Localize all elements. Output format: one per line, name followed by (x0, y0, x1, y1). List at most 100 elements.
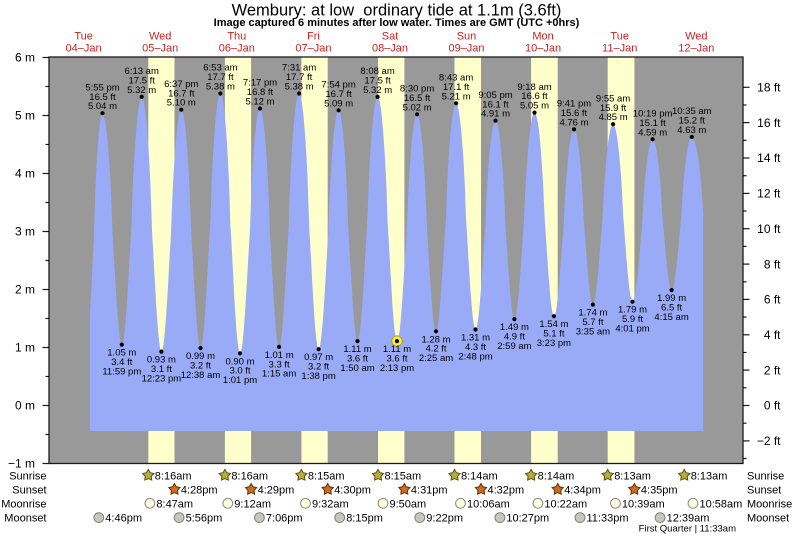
svg-text:0.99 m: 0.99 m (186, 351, 215, 362)
svg-text:−1 m: −1 m (8, 457, 35, 471)
svg-text:16.7 ft: 16.7 ft (168, 88, 195, 99)
svg-text:10:22am: 10:22am (544, 498, 587, 510)
svg-text:Sat: Sat (382, 31, 399, 43)
svg-text:16.5 ft: 16.5 ft (404, 93, 431, 104)
svg-text:8:14am: 8:14am (461, 470, 498, 482)
svg-text:17.5 ft: 17.5 ft (128, 76, 155, 87)
svg-text:5.1 ft: 5.1 ft (543, 329, 564, 340)
svg-text:Image captured 6 minutes after: Image captured 6 minutes after low water… (214, 17, 580, 29)
svg-text:Fri: Fri (307, 31, 320, 43)
svg-text:Wed: Wed (685, 31, 707, 43)
svg-text:9:55 am: 9:55 am (596, 93, 630, 104)
svg-text:3.2 ft: 3.2 ft (308, 362, 329, 373)
svg-text:6 ft: 6 ft (764, 293, 781, 307)
svg-text:1:50 am: 1:50 am (340, 363, 374, 374)
svg-text:10 ft: 10 ft (757, 222, 781, 236)
svg-text:3.0 ft: 3.0 ft (229, 366, 250, 377)
svg-text:First Quarter | 11:33am: First Quarter | 11:33am (639, 524, 736, 535)
svg-text:10:19 pm: 10:19 pm (633, 109, 673, 120)
svg-text:16.8 ft: 16.8 ft (247, 87, 274, 98)
svg-text:17.7 ft: 17.7 ft (286, 72, 313, 83)
svg-text:7:06pm: 7:06pm (266, 513, 303, 525)
svg-text:8:16am: 8:16am (231, 470, 268, 482)
svg-text:Moonrise: Moonrise (1, 498, 46, 510)
svg-text:2:25 am: 2:25 am (419, 353, 453, 364)
svg-text:17.1 ft: 17.1 ft (443, 82, 470, 93)
svg-text:0.93 m: 0.93 m (147, 355, 176, 366)
svg-text:1.74 m: 1.74 m (578, 308, 607, 319)
svg-text:Tue: Tue (610, 31, 629, 43)
svg-text:6:37 pm: 6:37 pm (164, 79, 198, 90)
svg-text:5.7 ft: 5.7 ft (582, 317, 603, 328)
svg-text:2:48 pm: 2:48 pm (458, 351, 492, 362)
svg-text:9:41 pm: 9:41 pm (557, 99, 591, 110)
svg-text:8:13am: 8:13am (691, 470, 728, 482)
svg-text:0.97 m: 0.97 m (304, 352, 333, 363)
svg-text:7:17 pm: 7:17 pm (243, 78, 277, 89)
svg-text:Moonset: Moonset (747, 513, 789, 525)
svg-text:12:38 am: 12:38 am (181, 370, 221, 381)
svg-text:12:39am: 12:39am (667, 513, 710, 525)
svg-text:Sunset: Sunset (12, 484, 46, 496)
svg-text:8:15am: 8:15am (385, 470, 422, 482)
svg-text:1:15 am: 1:15 am (262, 369, 296, 380)
svg-text:1.31 m: 1.31 m (461, 333, 490, 344)
svg-text:5.09 m: 5.09 m (324, 98, 353, 109)
svg-text:3.4 ft: 3.4 ft (111, 357, 132, 368)
svg-text:4.76 m: 4.76 m (559, 117, 588, 128)
svg-text:6.5 ft: 6.5 ft (661, 303, 682, 314)
svg-text:8:13am: 8:13am (614, 470, 651, 482)
svg-text:3.6 ft: 3.6 ft (347, 354, 368, 365)
svg-text:4:34pm: 4:34pm (564, 484, 601, 496)
svg-text:3.3 ft: 3.3 ft (269, 359, 290, 370)
svg-text:9:05 pm: 9:05 pm (478, 90, 512, 101)
svg-text:10:58am: 10:58am (700, 498, 743, 510)
svg-text:2 ft: 2 ft (764, 363, 781, 377)
svg-text:18 ft: 18 ft (757, 81, 781, 95)
svg-text:2 m: 2 m (15, 283, 35, 297)
svg-text:4 ft: 4 ft (764, 328, 781, 342)
svg-text:0.90 m: 0.90 m (225, 356, 254, 367)
svg-text:5.10 m: 5.10 m (167, 98, 196, 109)
svg-text:10:27pm: 10:27pm (506, 513, 549, 525)
svg-text:4.3 ft: 4.3 ft (465, 342, 486, 353)
svg-text:16 ft: 16 ft (757, 116, 781, 130)
svg-text:10:35 am: 10:35 am (672, 106, 712, 117)
svg-text:4:29pm: 4:29pm (258, 484, 295, 496)
svg-text:Moonrise: Moonrise (747, 498, 792, 510)
svg-text:4:28pm: 4:28pm (181, 484, 218, 496)
svg-text:16.1 ft: 16.1 ft (482, 99, 509, 110)
svg-text:12 ft: 12 ft (757, 187, 781, 201)
svg-text:15.2 ft: 15.2 ft (679, 116, 706, 127)
svg-text:3:23 pm: 3:23 pm (537, 338, 571, 349)
svg-text:2:59 am: 2:59 am (497, 341, 531, 352)
svg-text:1.99 m: 1.99 m (657, 293, 686, 304)
svg-text:11:59 pm: 11:59 pm (102, 366, 141, 377)
svg-text:Thu: Thu (227, 31, 246, 43)
svg-text:8:08 am: 8:08 am (360, 66, 394, 77)
svg-text:4:01 pm: 4:01 pm (615, 324, 649, 335)
svg-text:5.04 m: 5.04 m (88, 101, 117, 112)
svg-text:1.79 m: 1.79 m (618, 305, 647, 316)
svg-text:07–Jan: 07–Jan (295, 43, 331, 55)
svg-text:10:39am: 10:39am (622, 498, 665, 510)
svg-text:8:14am: 8:14am (538, 470, 575, 482)
svg-text:3:35 am: 3:35 am (576, 326, 610, 337)
svg-text:4:46pm: 4:46pm (105, 513, 142, 525)
svg-text:5:55 pm: 5:55 pm (85, 82, 119, 93)
svg-text:10:06am: 10:06am (467, 498, 510, 510)
svg-text:1.49 m: 1.49 m (500, 322, 529, 333)
svg-text:5.9 ft: 5.9 ft (622, 314, 643, 325)
svg-text:1.28 m: 1.28 m (421, 334, 450, 345)
svg-text:4:31pm: 4:31pm (411, 484, 448, 496)
svg-text:11–Jan: 11–Jan (602, 43, 637, 55)
svg-text:11:33pm: 11:33pm (587, 513, 629, 525)
svg-text:08–Jan: 08–Jan (372, 43, 408, 55)
svg-text:15.6 ft: 15.6 ft (561, 108, 588, 119)
svg-text:1.01 m: 1.01 m (265, 350, 294, 361)
svg-text:Mon: Mon (532, 31, 553, 43)
svg-text:Moonset: Moonset (4, 513, 46, 525)
svg-text:14 ft: 14 ft (757, 151, 781, 165)
svg-text:8:15pm: 8:15pm (346, 513, 383, 525)
svg-text:8 ft: 8 ft (764, 257, 781, 271)
